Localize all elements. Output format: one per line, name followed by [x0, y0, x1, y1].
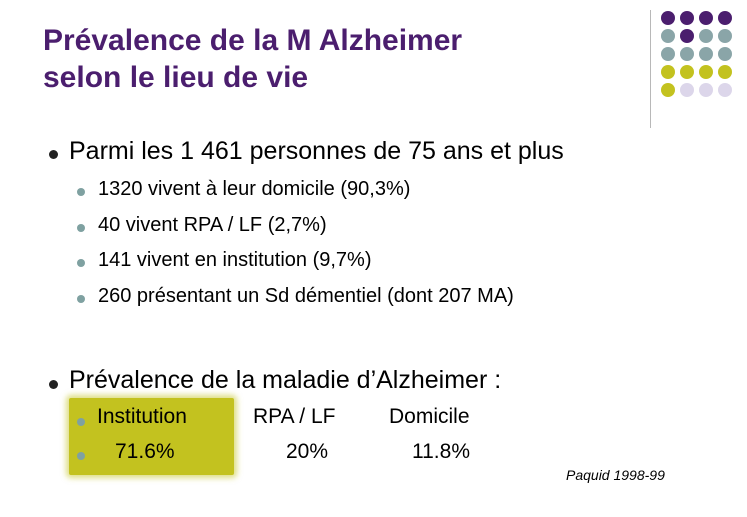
- title-line-1: Prévalence de la M Alzheimer: [43, 24, 463, 57]
- bullet-main-1: Parmi les 1 461 personnes de 75 ans et p…: [69, 137, 564, 165]
- sub-bullet-2: 40 vivent RPA / LF (2,7%): [98, 214, 327, 236]
- slide-title: Prévalence de la M Alzheimer selon le li…: [43, 22, 462, 96]
- bullet-main-2: Prévalence de la maladie d’Alzheimer :: [69, 366, 502, 394]
- decorative-dot: [680, 47, 694, 61]
- decorative-dot: [680, 29, 694, 43]
- bullet-icon: [49, 150, 58, 159]
- decorative-dot: [718, 11, 732, 25]
- decorative-dot: [699, 65, 713, 79]
- sub-bullet-icon: [77, 224, 85, 232]
- title-line-2: selon le lieu de vie: [43, 61, 309, 94]
- decorative-dot: [661, 83, 675, 97]
- decorative-dot: [680, 11, 694, 25]
- sub-bullet-icon: [77, 295, 85, 303]
- value-domicile: 11.8%: [412, 440, 470, 463]
- decorative-dot: [661, 29, 675, 43]
- decorative-dot: [718, 65, 732, 79]
- decorative-dot-grid: [661, 11, 732, 97]
- header-institution: Institution: [97, 405, 187, 428]
- sub-bullet-icon: [77, 259, 85, 267]
- decorative-dot: [699, 47, 713, 61]
- decorative-dot: [661, 65, 675, 79]
- value-rpa-lf: 20%: [286, 440, 329, 463]
- decorative-dot: [699, 83, 713, 97]
- sub-bullet-3: 141 vivent en institution (9,7%): [98, 249, 372, 271]
- decorative-dot: [718, 83, 732, 97]
- sub-bullet-icon: [77, 418, 85, 426]
- decorative-dot: [680, 65, 694, 79]
- decorative-dot: [680, 83, 694, 97]
- decorative-divider: [650, 10, 651, 128]
- source-citation: Paquid 1998-99: [566, 467, 665, 483]
- decorative-dot: [661, 47, 675, 61]
- header-domicile: Domicile: [389, 405, 470, 428]
- decorative-dot: [661, 11, 675, 25]
- sub-bullet-1: 1320 vivent à leur domicile (90,3%): [98, 178, 411, 200]
- sub-bullet-icon: [77, 188, 85, 196]
- bullet-icon: [49, 380, 58, 389]
- value-institution: 71.6%: [115, 440, 175, 463]
- header-rpa-lf: RPA / LF: [253, 405, 336, 428]
- sub-bullet-icon: [77, 452, 85, 460]
- decorative-dot: [699, 29, 713, 43]
- institution-highlight: [69, 398, 234, 475]
- sub-bullet-4: 260 présentant un Sd démentiel (dont 207…: [98, 285, 514, 307]
- decorative-dot: [718, 29, 732, 43]
- decorative-dot: [699, 11, 713, 25]
- decorative-dot: [718, 47, 732, 61]
